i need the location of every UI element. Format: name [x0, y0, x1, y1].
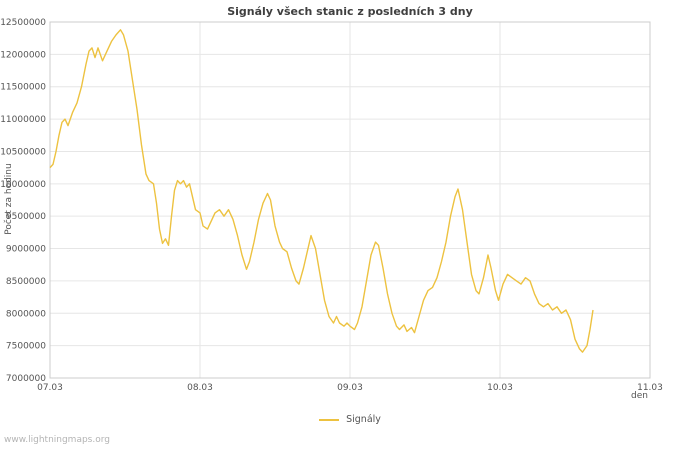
signals-series-line: [49, 29, 594, 353]
x-axis-label: den: [631, 391, 648, 401]
x-tick-label: 10.03: [487, 383, 513, 393]
y-tick-label: 9500000: [6, 212, 46, 222]
x-tick-label: 08.03: [187, 383, 213, 393]
y-tick-label: 9000000: [6, 245, 46, 255]
y-tick-label: 10000000: [0, 180, 46, 190]
y-tick-label: 11000000: [0, 115, 46, 125]
legend-swatch-signals: [319, 418, 340, 421]
y-tick-label: 7500000: [6, 342, 46, 352]
watermark-text: www.lightningmaps.org: [4, 435, 110, 445]
y-tick-label: 10500000: [0, 147, 46, 157]
y-tick-label: 11500000: [0, 83, 46, 93]
x-tick-label: 11.03: [637, 383, 663, 393]
y-tick-label: 12500000: [0, 18, 46, 28]
y-tick-label: 7000000: [6, 374, 46, 384]
y-tick-label: 8000000: [6, 309, 46, 319]
x-tick-label: 07.03: [37, 383, 63, 393]
legend: Signály: [0, 414, 700, 425]
chart-title: Signály všech stanic z posledních 3 dny: [227, 5, 473, 18]
y-tick-label: 12000000: [0, 50, 46, 60]
y-tick-label: 8500000: [6, 277, 46, 287]
plot-border: [49, 21, 651, 379]
legend-label-signals: Signály: [346, 414, 381, 425]
x-tick-label: 09.03: [337, 383, 363, 393]
